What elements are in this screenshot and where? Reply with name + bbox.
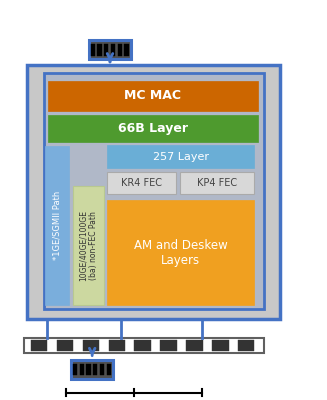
Bar [73, 186, 104, 305]
Bar [107, 200, 254, 305]
Bar [109, 340, 125, 351]
Bar [100, 364, 104, 375]
Bar [238, 340, 254, 351]
Text: 10GE/40GE/100GE
(ba) non-FEC Path: 10GE/40GE/100GE (ba) non-FEC Path [78, 210, 98, 281]
Bar [104, 44, 108, 56]
Text: MC MAC: MC MAC [125, 89, 181, 102]
Text: 257 Layer: 257 Layer [152, 152, 209, 162]
Bar [93, 364, 97, 375]
Bar [48, 81, 258, 111]
Bar [180, 172, 254, 194]
Bar [83, 340, 99, 351]
Bar [24, 338, 264, 353]
Text: *1GE/SGMII Path: *1GE/SGMII Path [53, 191, 62, 260]
Bar [73, 364, 77, 375]
Bar [97, 44, 102, 56]
Bar [134, 340, 151, 351]
Bar [71, 360, 113, 379]
Bar [107, 364, 111, 375]
Bar [212, 340, 229, 351]
Text: KR4 FEC: KR4 FEC [121, 178, 162, 188]
Bar [91, 44, 95, 56]
Bar [186, 340, 203, 351]
Bar [118, 44, 122, 56]
Bar [111, 44, 115, 56]
Bar [57, 340, 73, 351]
Text: AM and Deskew
Layers: AM and Deskew Layers [134, 239, 227, 267]
Bar [160, 340, 177, 351]
Bar [86, 364, 91, 375]
Bar [45, 146, 69, 305]
Bar [107, 145, 254, 168]
Bar [80, 364, 84, 375]
Bar [43, 73, 264, 309]
Bar [31, 340, 47, 351]
Text: KP4 FEC: KP4 FEC [197, 178, 237, 188]
Bar [107, 172, 177, 194]
Bar [27, 65, 280, 319]
Bar [89, 40, 131, 59]
Bar [48, 115, 258, 142]
Text: 66B Layer: 66B Layer [118, 122, 188, 135]
Bar [124, 44, 129, 56]
